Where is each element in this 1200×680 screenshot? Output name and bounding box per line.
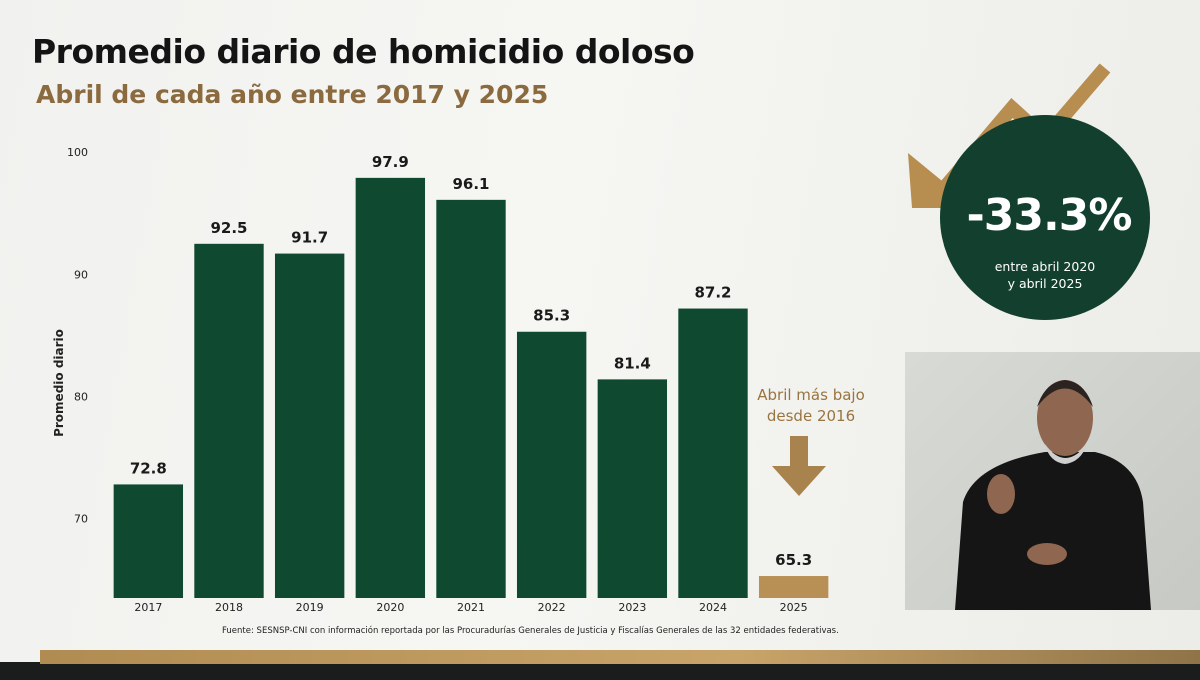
sign-language-interpreter-video	[905, 352, 1200, 610]
bar	[758, 576, 829, 598]
down-arrow-icon	[772, 436, 826, 496]
bar	[194, 243, 264, 598]
x-tick-label: 2017	[134, 601, 162, 614]
bar-value-label: 96.1	[452, 175, 489, 193]
footer-bar	[40, 650, 1200, 664]
y-tick-label: 100	[67, 146, 88, 159]
reduction-note-line1: entre abril 2020	[994, 259, 1096, 274]
x-tick-label: 2022	[538, 601, 566, 614]
bar-value-label: 81.4	[614, 354, 651, 372]
bar	[678, 308, 748, 598]
chart-subtitle: Abril de cada año entre 2017 y 2025	[36, 80, 549, 109]
interpreter-figure	[955, 380, 1151, 610]
bar-value-label: 91.7	[291, 229, 328, 247]
bar-value-label: 87.2	[694, 284, 731, 302]
y-tick-label: 90	[74, 268, 88, 281]
y-axis-label: Promedio diario	[52, 329, 66, 437]
x-tick-label: 2020	[376, 601, 404, 614]
bar	[274, 253, 345, 599]
reduction-note: entre abril 2020 y abril 2025	[985, 258, 1105, 292]
x-tick-label: 2023	[618, 601, 646, 614]
bar-value-label: 85.3	[533, 307, 570, 325]
bar	[113, 484, 184, 598]
x-tick-label: 2025	[780, 601, 808, 614]
y-tick-label: 70	[74, 513, 88, 526]
lowest-april-annotation: Abril más bajo desde 2016	[752, 385, 870, 427]
chart-title: Promedio diario de homicidio doloso	[32, 32, 695, 71]
x-tick-label: 2021	[457, 601, 485, 614]
bar	[436, 199, 506, 598]
bar-value-label: 65.3	[775, 551, 812, 569]
bar-value-label: 72.8	[130, 459, 167, 477]
bar-value-label: 92.5	[210, 219, 247, 237]
x-tick-label: 2019	[296, 601, 324, 614]
annotation-line1: Abril más bajo	[757, 386, 865, 404]
bar	[516, 331, 587, 598]
reduction-note-line2: y abril 2025	[1007, 276, 1083, 291]
annotation-line2: desde 2016	[766, 407, 856, 425]
bar	[597, 379, 668, 598]
bar	[355, 177, 426, 598]
x-tick-label: 2018	[215, 601, 243, 614]
bar-chart: 70 80 90 100 Promedio diario 72.8 2017 92.5 2018…	[52, 146, 829, 614]
presentation-slide: Promedio diario de homicidio doloso Abri…	[0, 0, 1200, 662]
reduction-percentage: -33.3%	[966, 190, 1133, 241]
bar-value-label: 97.9	[372, 153, 409, 171]
reduction-badge	[940, 115, 1150, 320]
source-note: Fuente: SESNSP-CNI con información repor…	[222, 626, 839, 636]
x-tick-label: 2024	[699, 601, 727, 614]
y-tick-label: 80	[74, 390, 88, 403]
